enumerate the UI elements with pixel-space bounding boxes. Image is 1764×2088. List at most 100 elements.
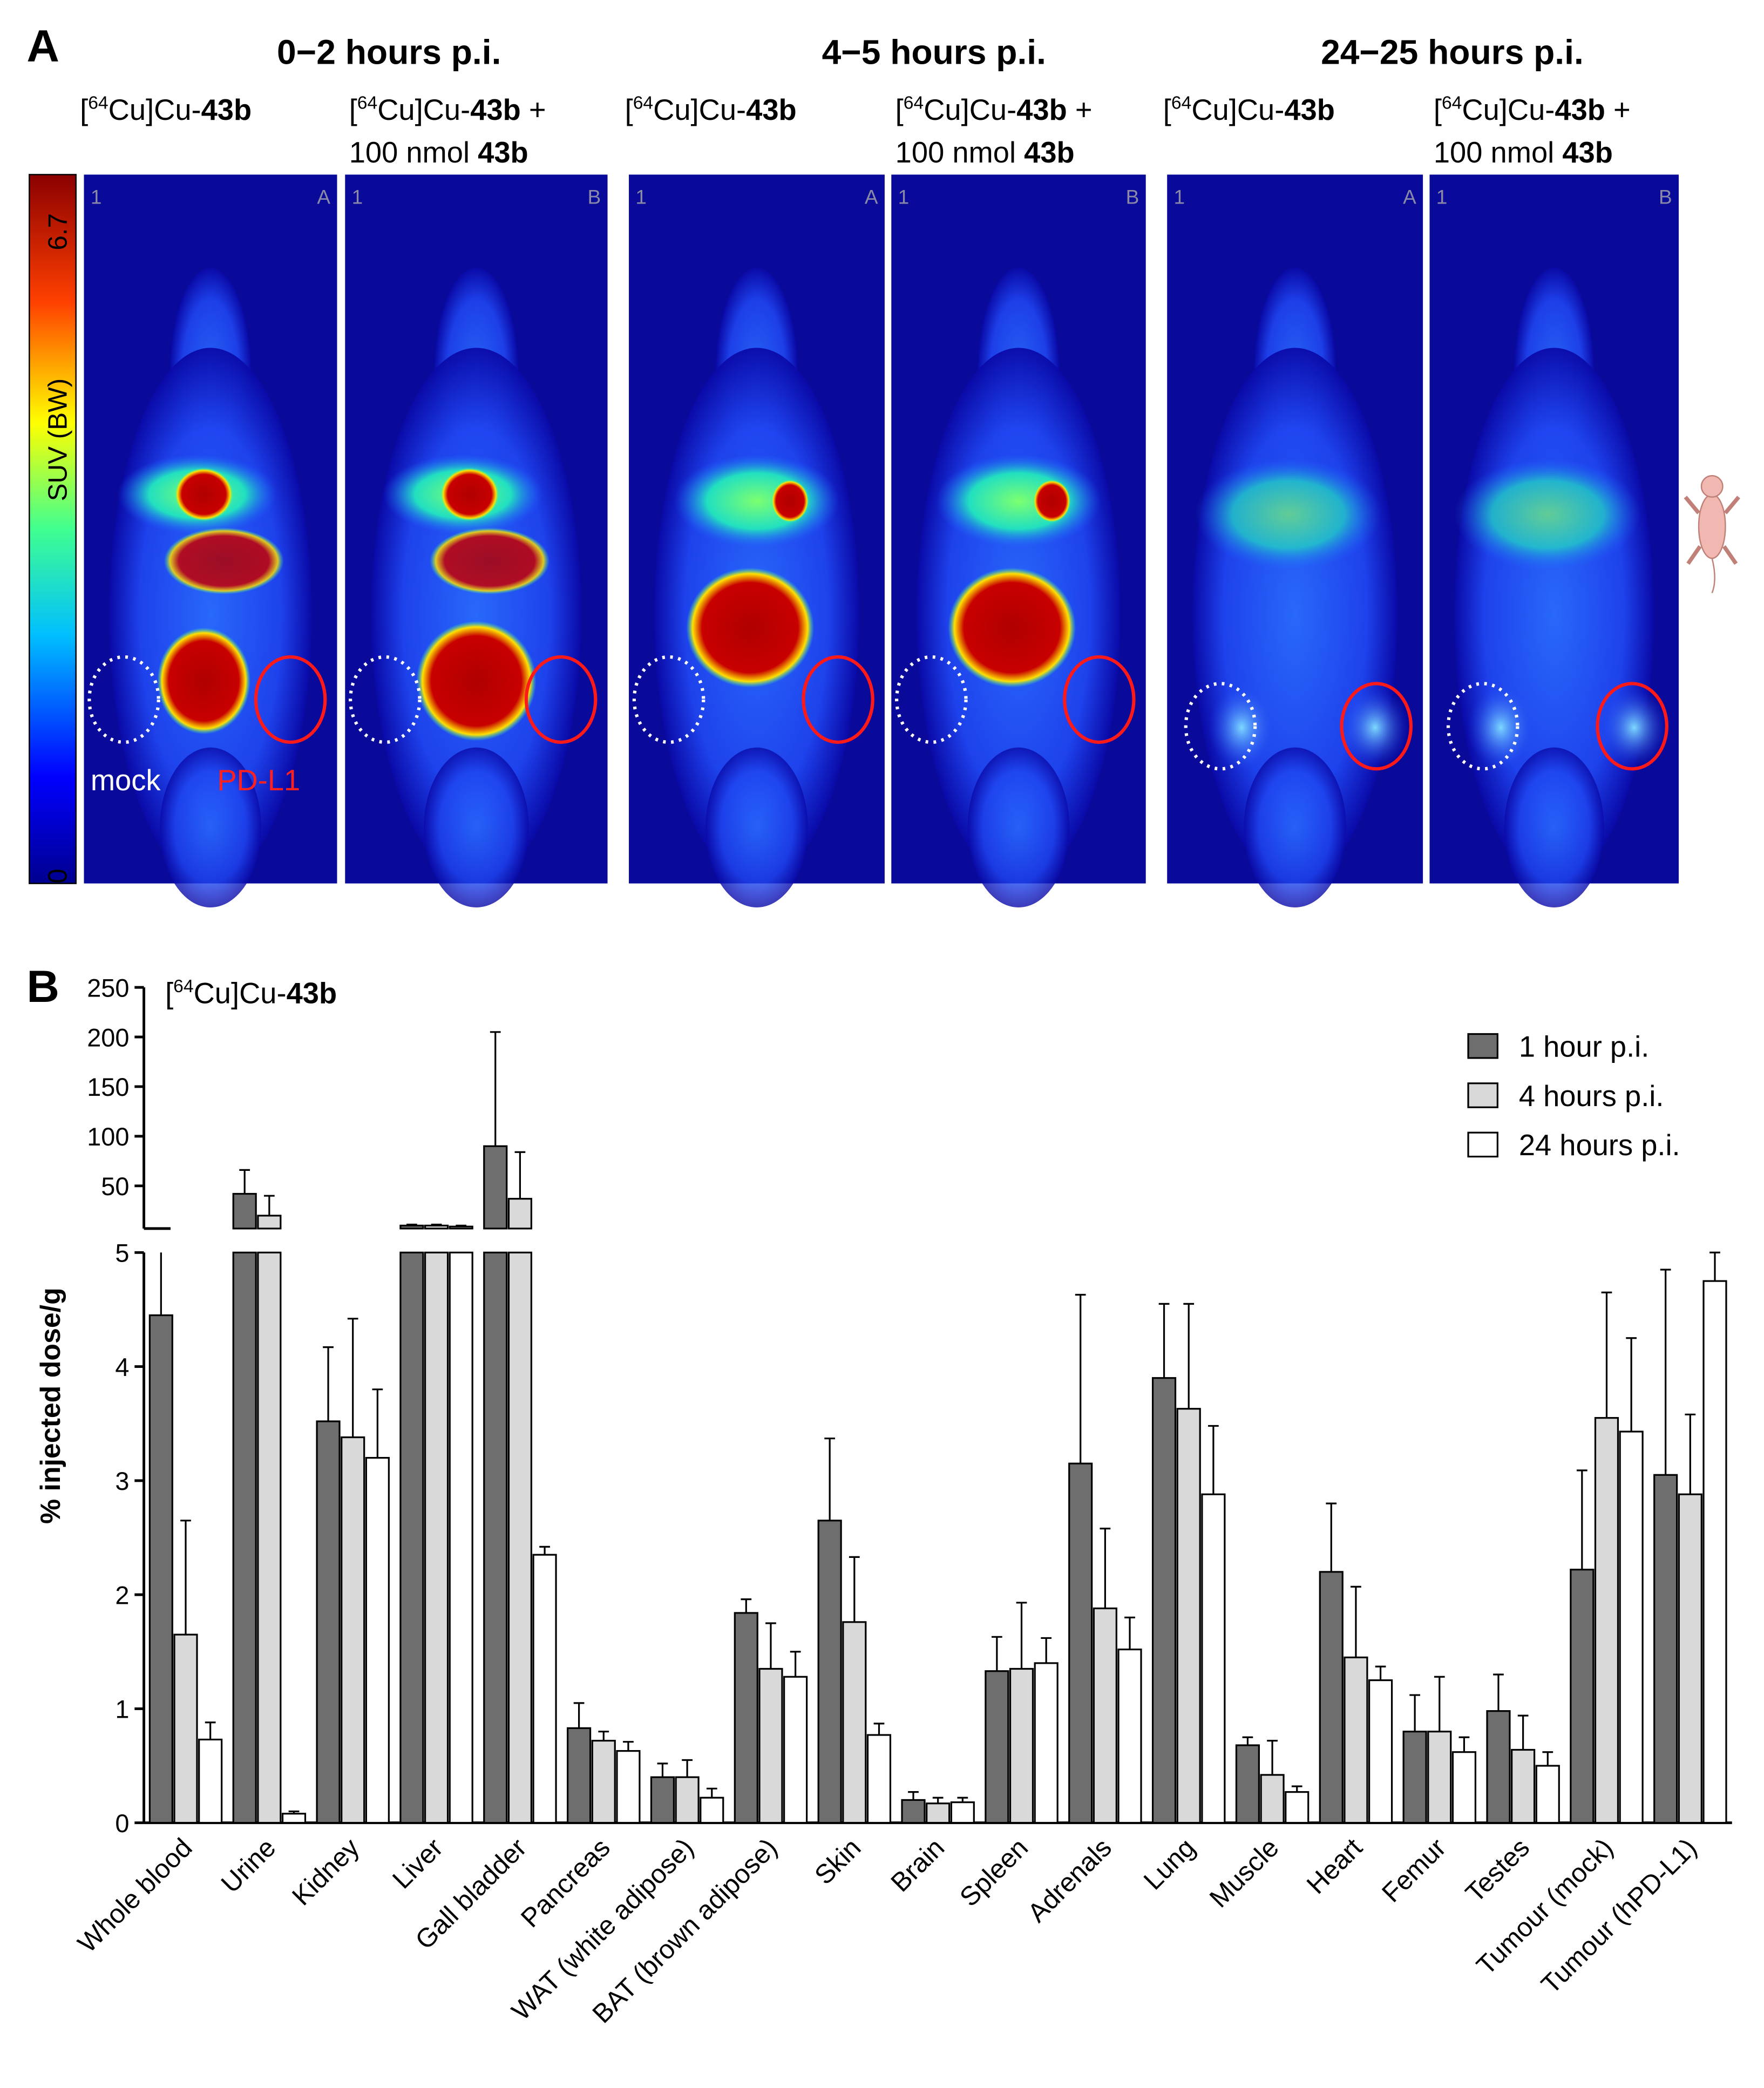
text-part: + (1605, 93, 1631, 126)
organ (164, 527, 284, 594)
x-tick-label: Tumour (hPD-L1) (1536, 1833, 1702, 1999)
bar (842, 1621, 867, 1824)
bar (1285, 1791, 1310, 1824)
superscript: 64 (1171, 93, 1191, 113)
pd-l1-tumour-outline (254, 655, 327, 744)
bar (758, 1667, 783, 1824)
bar (1117, 1648, 1142, 1824)
x-tick-label: Spleen (954, 1833, 1034, 1913)
x-tick-label: Liver (387, 1833, 449, 1895)
superscript: 64 (633, 93, 653, 113)
corner-label: B (1126, 186, 1139, 208)
organ (1600, 687, 1668, 768)
corner-label: A (317, 186, 330, 208)
text-part: Cu]Cu- (194, 977, 287, 1010)
bold-part: 43b (287, 977, 337, 1010)
organ (948, 567, 1076, 688)
panel-label: B (26, 961, 59, 1012)
bold-part: 43b (1016, 93, 1067, 126)
text-part: [ (625, 93, 633, 126)
bar (650, 1776, 675, 1824)
tracer-label: [64Cu]Cu-43b + (349, 93, 546, 127)
bar (1678, 1493, 1702, 1824)
tracer-label: [64Cu]Cu-43b + (895, 93, 1093, 127)
bar (198, 1738, 223, 1824)
bar (1570, 1569, 1595, 1824)
bar (532, 1554, 557, 1824)
time-header: 4−5 hours p.i. (822, 33, 1046, 72)
pd-l1-tumour-outline (802, 655, 874, 744)
bold-part: 43b (478, 136, 528, 169)
y-tick-label: 4 (115, 1353, 129, 1381)
bar (1176, 1408, 1201, 1824)
corner-label: 1 (352, 186, 363, 208)
bar (1151, 1377, 1177, 1824)
bar (734, 1612, 758, 1824)
bar (148, 1314, 173, 1824)
legend-swatch (1467, 1131, 1498, 1158)
organ (1195, 458, 1382, 571)
bar-upper (257, 1215, 282, 1230)
x-tick-label: Testes (1460, 1833, 1535, 1908)
region-label: mock (91, 764, 161, 797)
text-part: Cu]Cu- (377, 93, 470, 126)
text-part: [ (80, 93, 88, 126)
bar (1368, 1679, 1393, 1824)
x-tick-label: Adrenals (1022, 1833, 1117, 1928)
tracer-label: [64Cu]Cu-43b (1163, 93, 1335, 127)
x-tick-label: Heart (1301, 1833, 1368, 1900)
colorbar (29, 174, 77, 884)
organ (440, 467, 499, 521)
bar-upper (424, 1224, 449, 1230)
legend-label: 1 hour p.i. (1519, 1030, 1649, 1063)
bar (449, 1251, 473, 1824)
text-part: [ (1434, 93, 1442, 126)
pd-l1-tumour-outline (1340, 682, 1413, 771)
mock-tumour-outline (1446, 682, 1519, 771)
x-tick-label: Muscle (1204, 1833, 1284, 1913)
bar (1034, 1662, 1059, 1824)
body (967, 747, 1070, 908)
bar (1702, 1280, 1727, 1824)
superscript: 64 (1442, 93, 1462, 113)
y-tick-label: 100 (87, 1123, 129, 1151)
bar (1093, 1607, 1117, 1824)
superscript: 64 (88, 93, 108, 113)
bar (926, 1802, 951, 1824)
bold-part: 43b (470, 93, 521, 126)
tracer-label: [64Cu]Cu-43b (165, 977, 337, 1010)
mock-tumour-outline (349, 655, 422, 744)
bar (1260, 1774, 1285, 1824)
colorbar-label: SUV (BW) (43, 378, 72, 501)
legend-swatch (1467, 1082, 1498, 1108)
bar (1535, 1765, 1560, 1824)
y-tick-label: 5 (115, 1239, 129, 1267)
bar (483, 1251, 508, 1824)
text-part: 100 nmol (1434, 136, 1562, 169)
organ (686, 567, 815, 688)
body (1504, 747, 1604, 908)
organ (1467, 684, 1535, 770)
mouse-icon (1684, 475, 1740, 593)
bold-part: 43b (1562, 136, 1613, 169)
bar (365, 1456, 390, 1824)
bar (1009, 1667, 1034, 1824)
blocking-label: 100 nmol 43b (895, 136, 1075, 169)
bar (507, 1251, 532, 1824)
bar (866, 1734, 892, 1824)
corner-label: 1 (91, 186, 102, 208)
legend-label: 4 hours p.i. (1519, 1080, 1664, 1113)
legend-swatch (1467, 1033, 1498, 1059)
panel-label: A (26, 21, 59, 71)
bar (817, 1520, 842, 1824)
bold-part: 43b (1555, 93, 1605, 126)
bar (341, 1436, 365, 1824)
bar (281, 1813, 307, 1824)
x-tick-label: Femur (1376, 1833, 1452, 1908)
bar (173, 1633, 198, 1824)
